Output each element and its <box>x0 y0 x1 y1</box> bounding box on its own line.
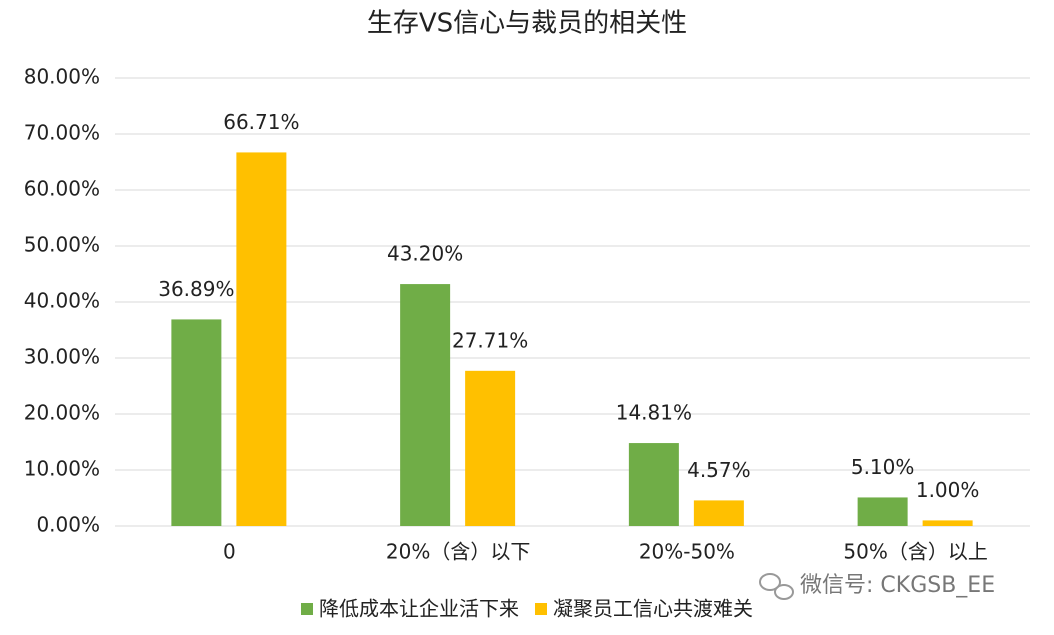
bar <box>693 500 744 526</box>
y-tick-label: 70.00% <box>24 121 100 145</box>
legend-label: 降低成本让企业活下来 <box>319 597 519 621</box>
y-tick-label: 10.00% <box>24 457 100 481</box>
bar <box>465 370 516 526</box>
legend-swatch <box>301 603 313 615</box>
legend-swatch <box>535 603 547 615</box>
chart-title: 生存VS信心与裁员的相关性 <box>367 9 687 39</box>
bar <box>857 497 908 526</box>
y-tick-label: 20.00% <box>24 401 100 425</box>
value-label: 66.71% <box>223 110 299 134</box>
x-tick-label: 50%（含）以上 <box>843 540 987 564</box>
y-tick-label: 60.00% <box>24 177 100 201</box>
value-label: 1.00% <box>916 478 980 502</box>
y-tick-label: 30.00% <box>24 345 100 369</box>
watermark: 微信号: CKGSB_EE <box>800 573 995 598</box>
value-label: 36.89% <box>158 277 234 301</box>
bar <box>236 152 287 526</box>
y-tick-label: 80.00% <box>24 65 100 89</box>
bar <box>171 319 222 526</box>
bar <box>628 443 679 526</box>
y-tick-label: 40.00% <box>24 289 100 313</box>
x-tick-label: 20%-50% <box>639 540 735 564</box>
y-tick-label: 50.00% <box>24 233 100 257</box>
value-label: 4.57% <box>687 458 751 482</box>
y-tick-label: 0.00% <box>36 513 100 537</box>
value-label: 43.20% <box>387 242 463 266</box>
bar <box>922 520 973 526</box>
value-label: 5.10% <box>851 455 915 479</box>
x-tick-label: 20%（含）以下 <box>386 540 530 564</box>
legend-label: 凝聚员工信心共渡难关 <box>553 597 753 621</box>
value-label: 27.71% <box>452 328 528 352</box>
x-tick-label: 0 <box>223 540 236 564</box>
bar <box>400 284 451 526</box>
watermark-icon <box>759 573 794 600</box>
value-label: 14.81% <box>616 401 692 425</box>
